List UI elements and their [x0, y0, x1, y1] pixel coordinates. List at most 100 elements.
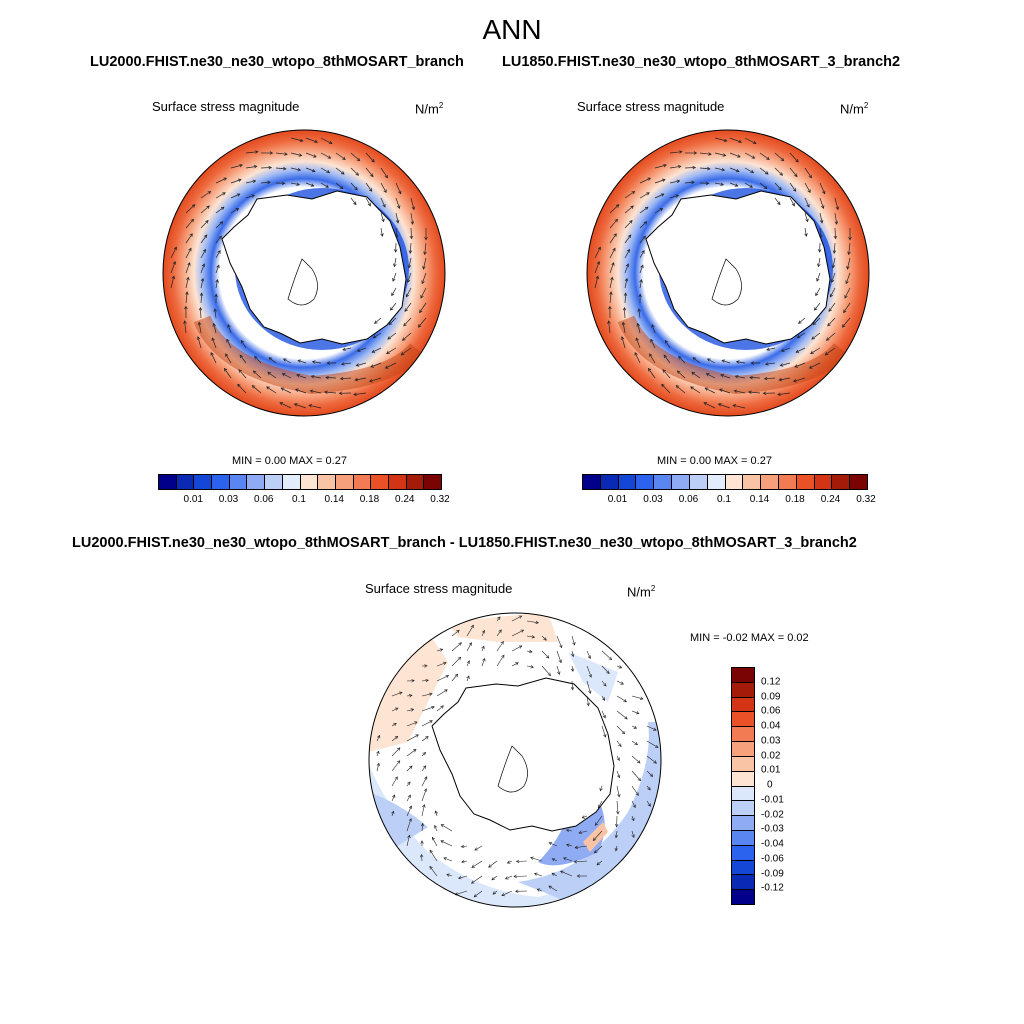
panel1-polar-map [162, 129, 446, 417]
main-title: ANN [482, 14, 542, 45]
colorbar-swatch [814, 475, 833, 489]
colorbar-tick-label: 0.03 [218, 494, 239, 505]
colorbar-tick-label: -0.02 [761, 809, 784, 820]
panel1-variable-label: Surface stress magnitude [152, 99, 300, 114]
colorbar-swatch [732, 801, 754, 817]
colorbar-swatch [689, 475, 708, 489]
panel1-colorbar-labels: 0.01 0.03 0.06 0.1 0.14 0.18 0.24 0.32 [158, 494, 450, 508]
colorbar-swatch [424, 475, 441, 489]
colorbar-swatch [388, 475, 407, 489]
panel2-variable-label: Surface stress magnitude [577, 99, 725, 114]
colorbar-tick-label: 0.14 [324, 494, 344, 505]
colorbar-swatch [732, 727, 754, 743]
colorbar-swatch [732, 816, 754, 831]
diff-case-title: LU2000.FHIST.ne30_ne30_wtopo_8thMOSART_b… [72, 535, 857, 551]
colorbar-swatch [707, 475, 726, 489]
diff-variable-label: Surface stress magnitude [365, 581, 513, 596]
colorbar-swatch [732, 845, 754, 861]
colorbar-swatch [672, 475, 690, 489]
colorbar-swatch [732, 668, 754, 683]
colorbar-swatch [618, 475, 637, 489]
colorbar-swatch [212, 475, 230, 489]
colorbar-swatch [732, 771, 754, 787]
diff-minmax: MIN = -0.02 MAX = 0.02 [690, 632, 809, 644]
colorbar-swatch [725, 475, 744, 489]
colorbar-tick-label: 0 [767, 779, 773, 791]
colorbar-tick-label: 0.09 [761, 691, 781, 702]
panel2-case-title: LU1850.FHIST.ne30_ne30_wtopo_8thMOSART_3… [502, 54, 901, 70]
colorbar-tick-label: -0.03 [761, 823, 784, 835]
colorbar-swatch [318, 475, 336, 489]
colorbar-tick-label: 0.02 [761, 750, 781, 761]
colorbar-swatch [732, 682, 754, 698]
colorbar-swatch [732, 830, 754, 846]
panel2-colorbar [582, 474, 868, 490]
colorbar-tick-label: 0.1 [717, 494, 731, 505]
colorbar-swatch [732, 890, 754, 904]
colorbar-tick-label: 0.18 [785, 494, 805, 505]
colorbar-swatch [654, 475, 673, 489]
colorbar-swatch [282, 475, 301, 489]
colorbar-tick-label: 0.06 [761, 705, 781, 717]
colorbar-swatch [265, 475, 283, 489]
colorbar-swatch [247, 475, 266, 489]
colorbar-tick-label: 0.1 [292, 494, 306, 505]
colorbar-swatch [406, 475, 425, 489]
panel2-minmax: MIN = 0.00 MAX = 0.27 [657, 455, 772, 467]
diff-units: N/m2 [627, 584, 656, 600]
colorbar-tick-label: 0.24 [820, 494, 841, 505]
colorbar-tick-label: 0.01 [761, 764, 781, 776]
colorbar-swatch [600, 475, 619, 489]
panel1-case-title: LU2000.FHIST.ne30_ne30_wtopo_8thMOSART_b… [90, 54, 464, 70]
colorbar-swatch [732, 697, 754, 713]
colorbar-swatch [732, 712, 754, 728]
colorbar-tick-label: 0.03 [761, 735, 781, 747]
panel2-colorbar-labels: 0.01 0.03 0.06 0.1 0.14 0.18 0.24 0.32 [582, 494, 876, 508]
colorbar-swatch [732, 756, 754, 772]
panel2-polar-map [586, 129, 870, 417]
colorbar-swatch [335, 475, 354, 489]
colorbar-swatch [732, 742, 754, 757]
colorbar-swatch [229, 475, 248, 489]
colorbar-tick-label: 0.04 [761, 720, 781, 732]
colorbar-tick-label: 0.06 [254, 494, 274, 505]
colorbar-tick-label: -0.04 [761, 838, 784, 850]
diff-colorbar-labels: 0.12 0.09 0.06 0.04 0.03 0.02 0.01 0 -0.01 -0.02 -… [761, 667, 801, 903]
colorbar-swatch [353, 475, 372, 489]
panel1-colorbar [158, 474, 442, 490]
diff-polar-map [368, 612, 662, 908]
colorbar-swatch [778, 475, 797, 489]
colorbar-tick-label: 0.14 [749, 494, 770, 505]
colorbar-swatch [583, 475, 601, 489]
colorbar-swatch [732, 786, 754, 802]
colorbar-swatch [159, 475, 177, 489]
panel1-minmax: MIN = 0.00 MAX = 0.27 [232, 455, 347, 467]
panel1-units: N/m2 [415, 101, 444, 117]
colorbar-tick-label: 0.01 [607, 494, 628, 505]
colorbar-swatch [761, 475, 779, 489]
colorbar-swatch [732, 875, 754, 891]
colorbar-swatch [176, 475, 195, 489]
colorbar-tick-label: 0.01 [183, 494, 203, 505]
colorbar-swatch [732, 860, 754, 876]
colorbar-tick-label: 0.32 [856, 494, 876, 505]
colorbar-tick-label: 0.18 [359, 494, 380, 505]
colorbar-swatch [832, 475, 851, 489]
colorbar-tick-label: 0.32 [430, 494, 450, 505]
colorbar-tick-label: 0.06 [678, 494, 699, 505]
colorbar-tick-label: -0.09 [761, 868, 784, 879]
colorbar-tick-label: -0.01 [761, 794, 784, 806]
colorbar-tick-label: -0.06 [761, 853, 784, 865]
colorbar-tick-label: 0.12 [761, 676, 781, 688]
colorbar-swatch [743, 475, 762, 489]
colorbar-swatch [796, 475, 815, 489]
diff-colorbar [731, 667, 755, 905]
colorbar-tick-label: 0.03 [643, 494, 663, 505]
panel2-units: N/m2 [840, 101, 869, 117]
colorbar-swatch [194, 475, 213, 489]
colorbar-swatch [371, 475, 389, 489]
colorbar-swatch [300, 475, 319, 489]
colorbar-tick-label: 0.24 [395, 494, 415, 505]
colorbar-swatch [850, 475, 867, 489]
colorbar-swatch [636, 475, 655, 489]
